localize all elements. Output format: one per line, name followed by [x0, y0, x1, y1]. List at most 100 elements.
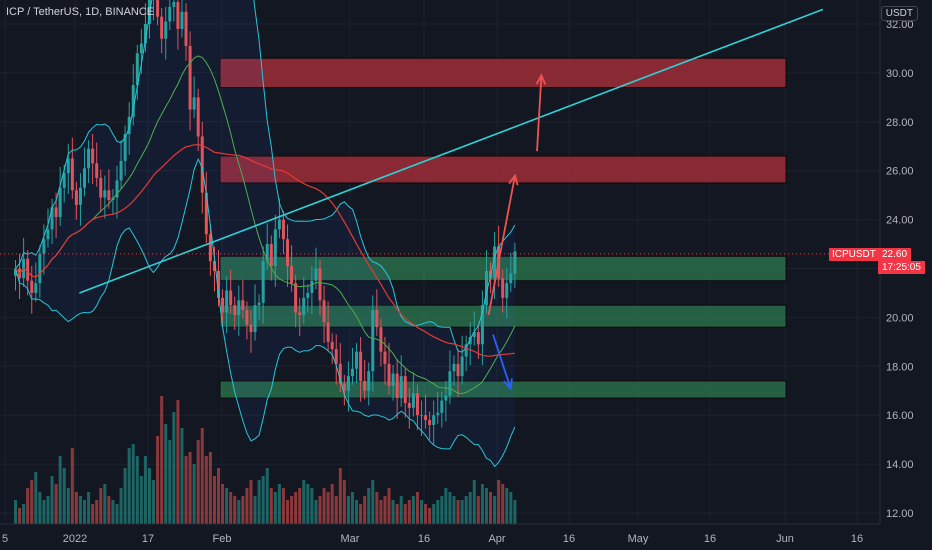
candle-body	[127, 116, 131, 135]
projection-arrow-3	[492, 334, 513, 391]
volume-bar	[221, 484, 225, 524]
volume-bar	[34, 472, 38, 524]
candle-body	[281, 219, 285, 240]
candle-body	[334, 349, 338, 364]
candle-body	[196, 97, 200, 137]
volume-bar	[468, 492, 472, 524]
volume-bar	[489, 492, 493, 524]
volume-bar	[184, 456, 188, 524]
volume-bar	[95, 500, 99, 524]
volume-bar	[83, 500, 87, 524]
volume-layer	[14, 396, 517, 524]
candle-body	[30, 280, 34, 293]
candle-body	[346, 376, 350, 391]
volume-bar	[212, 476, 216, 524]
candle-body	[379, 327, 383, 352]
candle-body	[54, 207, 58, 218]
chart-legend: ICP / TetherUS, 1D, BINANCE	[6, 6, 155, 18]
supply-zone	[219, 155, 787, 184]
candle-body	[95, 163, 99, 179]
volume-bar	[436, 500, 440, 524]
volume-bar	[513, 500, 517, 524]
volume-bar	[269, 488, 273, 524]
volume-bar	[298, 488, 302, 524]
candle-body	[70, 158, 74, 191]
candle-body	[119, 160, 123, 181]
volume-bar	[383, 496, 387, 524]
volume-bar	[306, 484, 310, 524]
volume-bar	[229, 492, 233, 524]
time-axis-bg	[0, 524, 932, 550]
volume-bar	[403, 504, 407, 524]
volume-bar	[399, 496, 403, 524]
candle-body	[164, 21, 168, 39]
volume-bar	[208, 452, 212, 524]
volume-bar	[176, 400, 180, 524]
volume-bar	[338, 468, 342, 524]
volume-bar	[302, 480, 306, 524]
candle-body	[200, 136, 204, 193]
candle-body	[253, 305, 257, 333]
candle-body	[261, 261, 265, 303]
candle-body	[265, 244, 269, 262]
candle-body	[237, 300, 241, 315]
time-tick-label: 16	[851, 533, 863, 545]
candle-body	[257, 302, 261, 306]
candle-body	[184, 11, 188, 47]
time-tick-label: May	[628, 533, 649, 545]
volume-bar	[78, 496, 82, 524]
candle-body	[338, 363, 342, 384]
candle-body	[172, 1, 176, 7]
volume-bar	[265, 468, 269, 524]
candle-body	[318, 268, 322, 301]
candle-body	[391, 373, 395, 386]
candle-body	[367, 371, 371, 391]
volume-bar	[200, 428, 204, 524]
volume-bar	[460, 500, 464, 524]
candle-body	[460, 356, 464, 377]
symbol-tag: ICPUSDT	[829, 248, 879, 261]
volume-bar	[261, 476, 265, 524]
volume-bar	[245, 488, 249, 524]
time-axis: 5 2022 17 Feb Mar 16 Apr 16 May 16 Jun 16	[2, 533, 863, 545]
candle-body	[363, 380, 367, 391]
candle-body	[91, 148, 95, 164]
countdown-label: 17:25:05	[878, 261, 925, 274]
time-tick-label: 16	[704, 533, 716, 545]
volume-bar	[411, 496, 415, 524]
candle-body	[66, 158, 70, 174]
ma-fast	[15, 55, 516, 394]
candle-body	[74, 190, 78, 205]
candle-body	[290, 266, 294, 284]
candle-body	[484, 270, 488, 306]
candles-layer	[14, 0, 517, 446]
candle-body	[46, 229, 50, 240]
candle-body	[432, 415, 436, 425]
volume-bar	[156, 436, 160, 524]
candle-body	[249, 324, 253, 333]
volume-bar	[46, 496, 50, 524]
current-price-label: 22.60	[878, 248, 912, 261]
time-tick-label: Mar	[341, 533, 360, 545]
volume-bar	[395, 504, 399, 524]
price-axis-bg	[880, 0, 932, 550]
candle-body	[330, 341, 334, 350]
volume-bar	[273, 492, 277, 524]
candle-body	[411, 393, 415, 408]
time-tick-label: Jun	[776, 533, 794, 545]
volume-bar	[87, 492, 91, 524]
candle-body	[135, 53, 139, 86]
candle-body	[204, 192, 208, 235]
candle-body	[225, 290, 229, 313]
time-tick-label: 2022	[63, 533, 87, 545]
volume-bar	[444, 488, 448, 524]
volume-bar	[310, 488, 314, 524]
candle-body	[83, 168, 87, 188]
volume-bar	[330, 484, 334, 524]
volume-bar	[493, 496, 497, 524]
volume-bar	[318, 496, 322, 524]
volume-bar	[58, 456, 62, 524]
volume-bar	[286, 500, 290, 524]
